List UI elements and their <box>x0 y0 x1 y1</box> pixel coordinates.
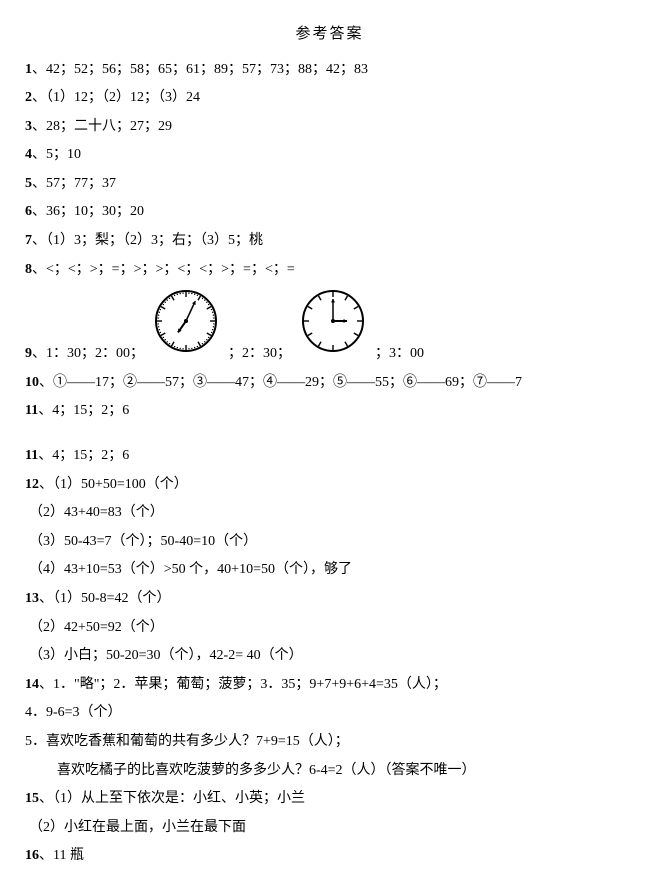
answer-11b: 11、4；15；2；6 <box>25 443 634 470</box>
text-2: 、（1）12；（2）12；（3）24 <box>32 90 200 105</box>
answer-1: 1、42；52；56；58；65；61；89；57；73；88；42；83 <box>25 57 634 84</box>
num-15: 15 <box>25 791 39 806</box>
answer-14b: 4．9-6=3（个） <box>25 700 634 727</box>
text-9b: ；2：30； <box>228 341 291 368</box>
text-15: 、（1）从上至下依次是：小红、小英；小兰 <box>39 791 305 806</box>
answer-12-2: （2）43+40=83（个） <box>25 500 634 527</box>
text-11a: 、4；15；2；6 <box>38 403 129 418</box>
answer-15-2: （2）小红在最上面，小兰在最下面 <box>25 815 634 842</box>
answer-10: 10、①——17；②——57；③——47；④——29；⑤——55；⑥——69；⑦… <box>25 370 634 397</box>
text-6: 、36；10；30；20 <box>32 204 144 219</box>
answer-13-3: （3）小白；50-20=30（个），42-2= 40（个） <box>25 643 634 670</box>
answer-14d: 喜欢吃橘子的比喜欢吃菠萝的多多少人？6-4=2（人）（答案不唯一） <box>25 758 634 785</box>
num-5: 5 <box>25 176 32 191</box>
num-6: 6 <box>25 204 32 219</box>
answer-14: 14、1．"略"；2．苹果；葡萄；菠萝；3．35；9+7+9+6+4=35（人）… <box>25 672 634 699</box>
num-13: 13 <box>25 591 39 606</box>
num-10: 10 <box>25 375 39 390</box>
answer-3: 3、28；二十八；27；29 <box>25 114 634 141</box>
num-2: 2 <box>25 90 32 105</box>
answer-13: 13、（1）50-8=42（个） <box>25 586 634 613</box>
answer-11a: 11、4；15；2；6 <box>25 398 634 425</box>
clock-icon <box>150 285 222 357</box>
text-3: 、28；二十八；27；29 <box>32 119 172 134</box>
num-14: 14 <box>25 677 39 692</box>
answer-9: 9、1：30；2：00； ；2：30； ；3：00 <box>25 285 634 368</box>
text-5: 、57；77；37 <box>32 176 116 191</box>
num-8: 8 <box>25 262 32 277</box>
answer-16: 16、11 瓶 <box>25 843 634 870</box>
answer-6: 6、36；10；30；20 <box>25 199 634 226</box>
answer-8: 8、<；<；>；=；>；>；<；<；>；=；<；= <box>25 257 634 284</box>
clock-icon <box>297 285 369 357</box>
text-9c: ；3：00 <box>375 341 424 368</box>
page-title: 参考答案 <box>25 20 634 49</box>
text-9a: 、1：30；2：00； <box>32 346 144 361</box>
clock-1 <box>150 285 222 368</box>
num-4: 4 <box>25 147 32 162</box>
text-1: 、42；52；56；58；65；61；89；57；73；88；42；83 <box>32 62 368 77</box>
text-4: 、5；10 <box>32 147 81 162</box>
text-14: 、1．"略"；2．苹果；葡萄；菠萝；3．35；9+7+9+6+4=35（人）； <box>39 677 447 692</box>
answer-15: 15、（1）从上至下依次是：小红、小英；小兰 <box>25 786 634 813</box>
text-13: 、（1）50-8=42（个） <box>39 591 171 606</box>
clock-2 <box>297 285 369 368</box>
answer-13-2: （2）42+50=92（个） <box>25 615 634 642</box>
text-11b: 、4；15；2；6 <box>38 448 129 463</box>
num-11b: 11 <box>25 448 38 463</box>
answer-4: 4、5；10 <box>25 142 634 169</box>
text-16: 、11 瓶 <box>39 848 84 863</box>
num-3: 3 <box>25 119 32 134</box>
num-1: 1 <box>25 62 32 77</box>
num-11a: 11 <box>25 403 38 418</box>
num-16: 16 <box>25 848 39 863</box>
answer-12-3: （3）50-43=7（个）；50-40=10（个） <box>25 529 634 556</box>
text-12: 、（1）50+50=100（个） <box>39 477 188 492</box>
answer-12: 12、（1）50+50=100（个） <box>25 472 634 499</box>
answer-12-4: （4）43+10=53（个）>50 个，40+10=50（个），够了 <box>25 557 634 584</box>
num-12: 12 <box>25 477 39 492</box>
num-9: 9 <box>25 346 32 361</box>
text-8: 、<；<；>；=；>；>；<；<；>；=；<；= <box>32 262 295 277</box>
answer-14c: 5．喜欢吃香蕉和葡萄的共有多少人？7+9=15（人）； <box>25 729 634 756</box>
answer-5: 5、57；77；37 <box>25 171 634 198</box>
text-10: 、①——17；②——57；③——47；④——29；⑤——55；⑥——69；⑦——… <box>39 375 522 390</box>
text-7: 、（1）3；梨；（2）3；右；（3）5；桃 <box>32 233 263 248</box>
num-7: 7 <box>25 233 32 248</box>
answer-2: 2、（1）12；（2）12；（3）24 <box>25 85 634 112</box>
answer-7: 7、（1）3；梨；（2）3；右；（3）5；桃 <box>25 228 634 255</box>
